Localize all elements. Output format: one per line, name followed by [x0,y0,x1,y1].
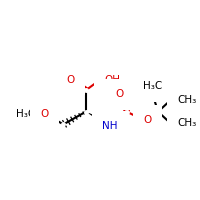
Text: H₃C: H₃C [143,81,162,91]
Text: O: O [115,89,123,99]
Text: O: O [66,75,74,85]
Text: O: O [41,109,49,119]
Text: NH: NH [102,121,118,131]
Text: CH₃: CH₃ [178,95,197,105]
Text: CH₃: CH₃ [178,118,197,128]
Polygon shape [86,112,111,127]
Text: H₃C: H₃C [16,109,35,119]
Text: O: O [143,115,151,125]
Text: OH: OH [104,75,120,85]
